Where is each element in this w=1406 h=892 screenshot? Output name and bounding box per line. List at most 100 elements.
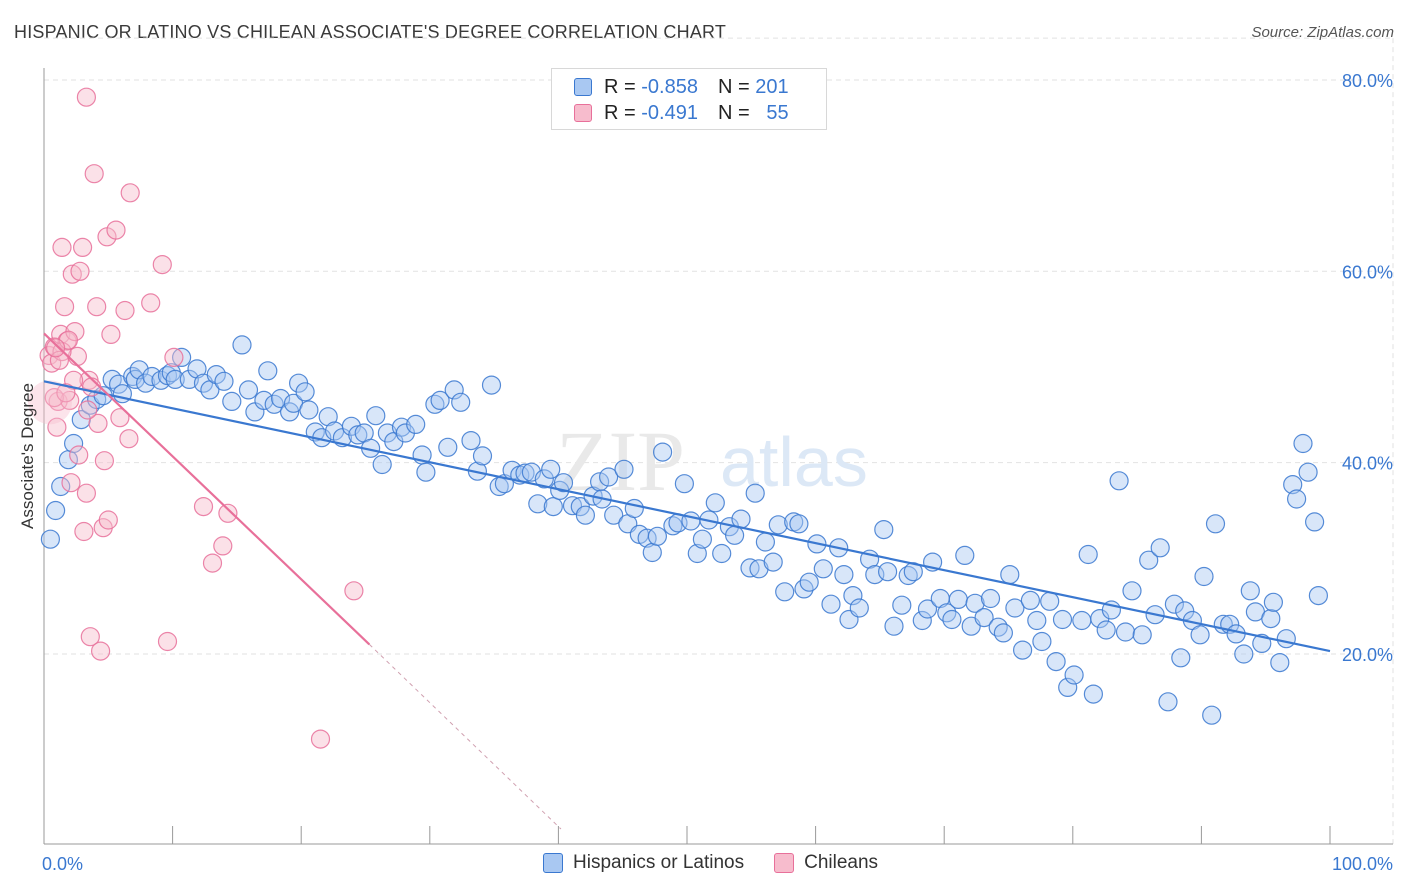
data-point bbox=[120, 183, 140, 203]
data-point bbox=[62, 264, 82, 284]
data-point bbox=[254, 390, 274, 410]
data-point bbox=[372, 454, 392, 475]
data-point bbox=[1032, 631, 1052, 652]
data-point bbox=[213, 536, 233, 556]
data-point-large bbox=[28, 380, 72, 425]
data-point bbox=[799, 572, 819, 592]
n-label: N = bbox=[717, 75, 750, 98]
data-point bbox=[51, 476, 71, 497]
n-label: N = bbox=[717, 101, 750, 124]
y-tick-label: 20.0% bbox=[1342, 645, 1393, 665]
data-point bbox=[898, 565, 918, 586]
data-point bbox=[125, 369, 145, 389]
data-point bbox=[541, 459, 561, 479]
data-point bbox=[444, 380, 464, 400]
data-point bbox=[1308, 585, 1329, 606]
trend-line-chileans-extension bbox=[369, 644, 562, 830]
data-point bbox=[232, 335, 252, 355]
legend-swatch-pink bbox=[774, 853, 795, 873]
data-point bbox=[604, 505, 624, 525]
data-point bbox=[152, 255, 172, 275]
data-point bbox=[598, 467, 619, 487]
data-point bbox=[705, 493, 725, 513]
data-point bbox=[917, 599, 938, 619]
data-point bbox=[141, 293, 161, 313]
data-point bbox=[76, 87, 97, 107]
data-point bbox=[1058, 677, 1078, 698]
y-axis-label: Associate's Degree bbox=[18, 383, 37, 529]
data-point bbox=[647, 526, 668, 546]
source-label: Source: ZipAtlas.com bbox=[1251, 24, 1394, 41]
data-point bbox=[45, 500, 66, 521]
data-point bbox=[821, 594, 841, 614]
data-point bbox=[1122, 581, 1142, 601]
data-point bbox=[789, 514, 809, 534]
data-point bbox=[1052, 609, 1073, 630]
data-point bbox=[193, 497, 214, 517]
legend-swatch-pink bbox=[574, 104, 592, 122]
data-point bbox=[481, 375, 502, 395]
data-point bbox=[1252, 633, 1272, 654]
data-point bbox=[1109, 471, 1129, 491]
data-point bbox=[110, 408, 130, 428]
legend-item-chileans[interactable]: Chileans bbox=[774, 852, 878, 874]
data-point bbox=[575, 505, 596, 525]
data-point bbox=[1040, 591, 1060, 611]
legend-swatch-blue bbox=[543, 853, 563, 873]
data-point bbox=[406, 414, 426, 434]
data-point bbox=[724, 525, 745, 545]
legend-swatch-blue bbox=[574, 78, 592, 96]
data-point bbox=[70, 261, 90, 281]
grid-lines bbox=[44, 37, 1394, 844]
data-point bbox=[80, 627, 100, 647]
data-point bbox=[318, 407, 338, 427]
legend-label: Chileans bbox=[804, 852, 879, 873]
y-tick-label: 40.0% bbox=[1342, 454, 1393, 474]
data-point bbox=[1202, 705, 1222, 725]
legend-row-hispanics: R = -0.858 N = 201 bbox=[574, 75, 789, 99]
data-point bbox=[912, 610, 932, 631]
correlation-legend: R = -0.858 N = 201 R = -0.491 N = 55 bbox=[551, 68, 827, 130]
trend-line-chileans bbox=[43, 332, 371, 646]
data-point bbox=[1286, 489, 1307, 509]
data-point bbox=[663, 516, 683, 536]
data-point bbox=[1000, 564, 1020, 585]
r-value: -0.491 bbox=[641, 101, 698, 124]
data-point bbox=[430, 390, 450, 410]
data-point bbox=[258, 361, 278, 381]
data-point bbox=[1132, 625, 1152, 645]
data-point bbox=[534, 469, 554, 489]
data-point bbox=[472, 446, 493, 466]
data-point bbox=[40, 529, 61, 549]
data-point bbox=[179, 369, 199, 389]
series-chileans-points bbox=[28, 87, 364, 749]
data-point bbox=[562, 496, 583, 516]
data-point bbox=[942, 609, 962, 630]
legend-label: Hispanics or Latinos bbox=[573, 852, 745, 873]
data-point bbox=[528, 494, 548, 514]
data-point bbox=[49, 350, 70, 370]
data-point bbox=[206, 365, 226, 385]
n-value: 55 bbox=[766, 101, 789, 124]
data-point bbox=[1190, 625, 1210, 645]
data-point bbox=[980, 588, 1001, 609]
data-point bbox=[69, 445, 89, 465]
data-point bbox=[344, 581, 364, 601]
legend-row-chileans: R = -0.491 N = 55 bbox=[574, 101, 789, 125]
data-point bbox=[1020, 590, 1041, 611]
data-point bbox=[843, 585, 863, 606]
data-point bbox=[1304, 512, 1325, 532]
data-point bbox=[84, 164, 104, 184]
data-point bbox=[1164, 594, 1185, 614]
data-point bbox=[1072, 610, 1092, 631]
data-point bbox=[763, 552, 783, 572]
data-point bbox=[187, 359, 207, 379]
data-point bbox=[238, 380, 259, 400]
data-point bbox=[76, 483, 97, 503]
legend-item-hispanics[interactable]: Hispanics or Latinos bbox=[543, 852, 744, 874]
series-legend: Hispanics or Latinos Chileans bbox=[543, 852, 908, 874]
data-point bbox=[299, 400, 319, 420]
data-point bbox=[1005, 598, 1025, 618]
data-point bbox=[157, 631, 178, 652]
